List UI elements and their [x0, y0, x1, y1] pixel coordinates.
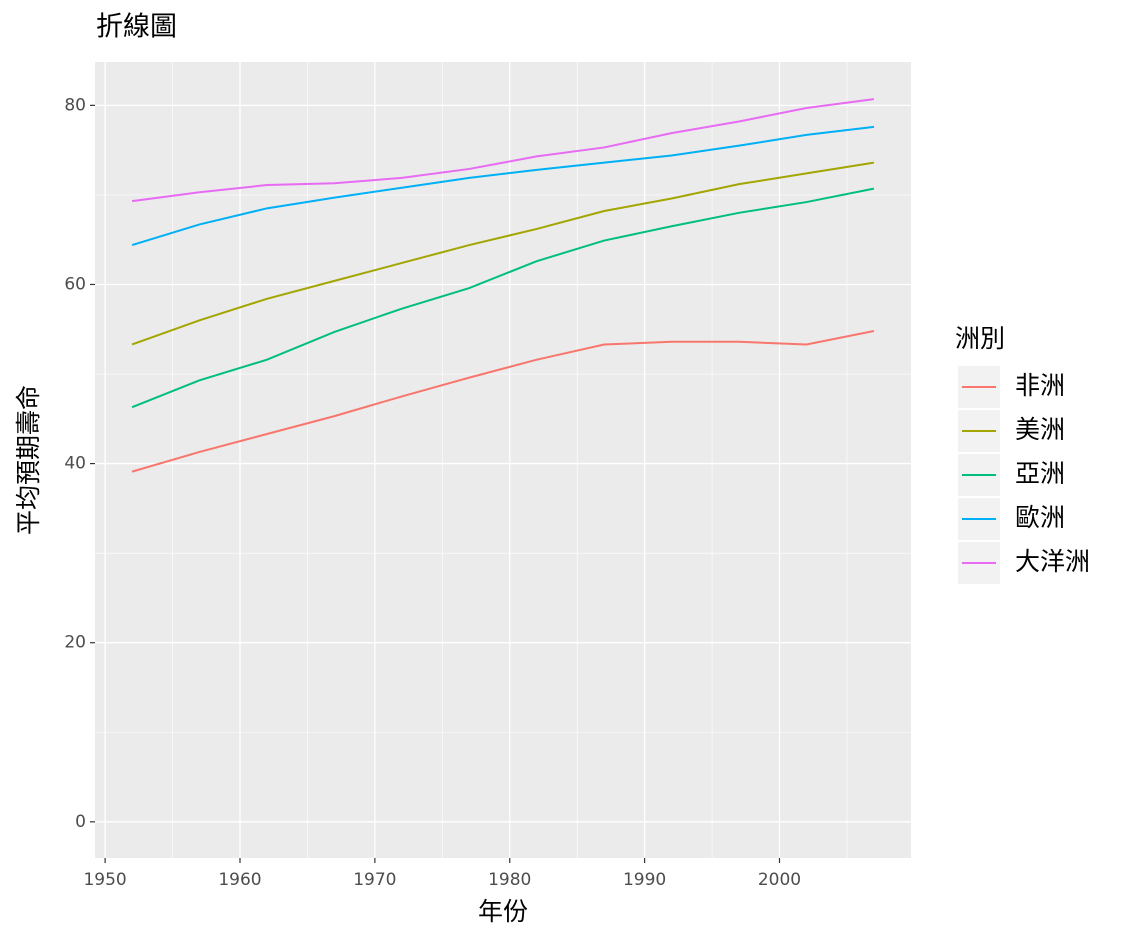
line — [131, 187, 875, 409]
y-tick-label: 60 — [64, 274, 86, 294]
legend-label: 歐洲 — [1015, 503, 1065, 532]
x-tick-label: 2000 — [758, 870, 801, 890]
x-axis-label: 年份 — [478, 897, 528, 926]
legend-title: 洲別 — [955, 324, 1005, 353]
line — [131, 161, 875, 346]
legend-label: 非洲 — [1015, 371, 1065, 400]
legend-label: 亞洲 — [1015, 459, 1065, 488]
y-axis-label: 平均預期壽命 — [14, 385, 43, 535]
x-tick-label: 1950 — [83, 870, 126, 890]
y-tick-label: 40 — [64, 454, 86, 474]
x-tick-label: 1970 — [353, 870, 396, 890]
chart-title: 折線圖 — [96, 12, 177, 43]
y-tick-label: 80 — [64, 95, 86, 115]
line — [131, 330, 875, 473]
line — [131, 125, 875, 247]
y-tick-label: 0 — [75, 812, 86, 832]
x-tick-label: 1980 — [488, 870, 531, 890]
x-tick-label: 1990 — [623, 870, 666, 890]
x-tick-label: 1960 — [218, 870, 261, 890]
line — [131, 98, 875, 203]
legend-label: 大洋洲 — [1015, 547, 1090, 576]
y-tick-label: 20 — [64, 633, 86, 653]
panel — [95, 62, 911, 858]
legend-label: 美洲 — [1015, 415, 1065, 444]
